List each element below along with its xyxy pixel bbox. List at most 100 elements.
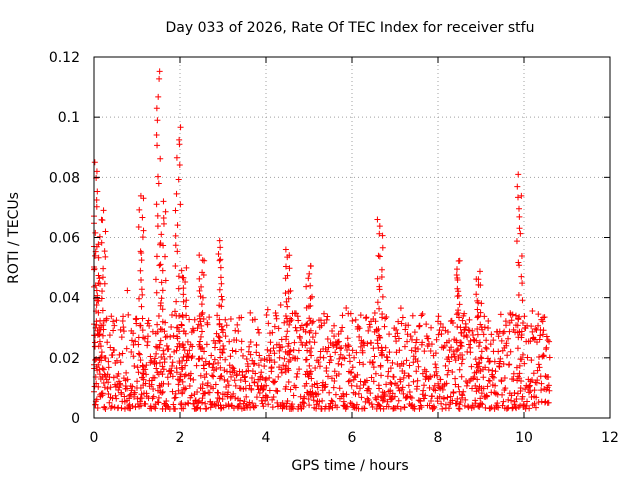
data-point [385,388,392,395]
data-point [425,335,432,342]
data-point [174,222,181,229]
data-point [308,345,315,352]
data-point [252,370,259,377]
data-point [227,353,234,360]
data-point [521,360,528,367]
data-point [505,396,512,403]
data-point [324,348,331,355]
data-point [133,315,140,322]
data-point [199,309,206,316]
data-point [284,272,291,279]
data-point [372,318,379,325]
data-point [237,397,244,404]
data-point [398,386,405,393]
data-point [99,332,106,339]
data-point [434,372,441,379]
data-point [282,290,289,297]
data-point [94,188,101,195]
y-tick-label: 0.06 [49,231,80,247]
data-point [120,313,127,320]
data-point [213,398,220,405]
data-point [435,380,442,387]
data-point [419,370,426,377]
data-point [480,331,487,338]
data-point [412,344,419,351]
data-point [345,378,352,385]
data-point [154,117,161,124]
data-point [437,376,444,383]
data-point [400,360,407,367]
data-point [405,372,412,379]
data-point [426,402,433,409]
data-point [169,373,176,380]
data-point [217,244,224,251]
data-point [474,306,481,313]
data-point [452,381,459,388]
data-point [322,381,329,388]
data-point [482,404,489,411]
data-point [180,354,187,361]
data-point [343,391,350,398]
data-point [335,338,342,345]
data-point [474,297,481,304]
data-point [294,370,301,377]
data-point [439,386,446,393]
data-point [264,346,271,353]
data-point [279,343,286,350]
data-point [196,313,203,320]
data-point [264,306,271,313]
data-point [535,361,542,368]
data-point [163,397,170,404]
data-point [316,363,323,370]
data-point [497,355,504,362]
data-point [418,404,425,411]
data-point [438,400,445,407]
data-point [153,360,160,367]
data-point [193,404,200,411]
data-point [194,325,201,332]
data-point [139,234,146,241]
data-point [173,154,180,161]
data-point [386,349,393,356]
data-point [102,253,109,260]
data-point [286,252,293,259]
data-point [164,374,171,381]
data-point [355,323,362,330]
data-point [286,321,293,328]
data-point [379,232,386,239]
data-point [225,382,232,389]
data-point [207,404,214,411]
data-point [108,403,115,410]
data-point [349,347,356,354]
data-point [171,395,178,402]
data-point [153,131,160,138]
data-point [353,383,360,390]
y-axis-label: ROTI / TECUs [6,192,22,284]
data-point [514,322,521,329]
data-point [440,324,447,331]
data-point [167,353,174,360]
data-point [487,405,494,412]
data-point [285,340,292,347]
data-point [476,359,483,366]
data-point [267,339,274,346]
data-point [157,261,164,268]
data-point [397,405,404,412]
data-point [306,348,313,355]
data-point [404,331,411,338]
data-point [514,345,521,352]
data-point [198,301,205,308]
data-point [321,320,328,327]
data-point [99,365,106,372]
data-point [515,205,522,212]
data-point [129,383,136,390]
data-point [216,334,223,341]
data-point [346,358,353,365]
data-point [458,329,465,336]
data-point [446,347,453,354]
data-point [395,318,402,325]
data-point [210,385,217,392]
data-point [444,329,451,336]
data-point [171,308,178,315]
data-point [360,339,367,346]
